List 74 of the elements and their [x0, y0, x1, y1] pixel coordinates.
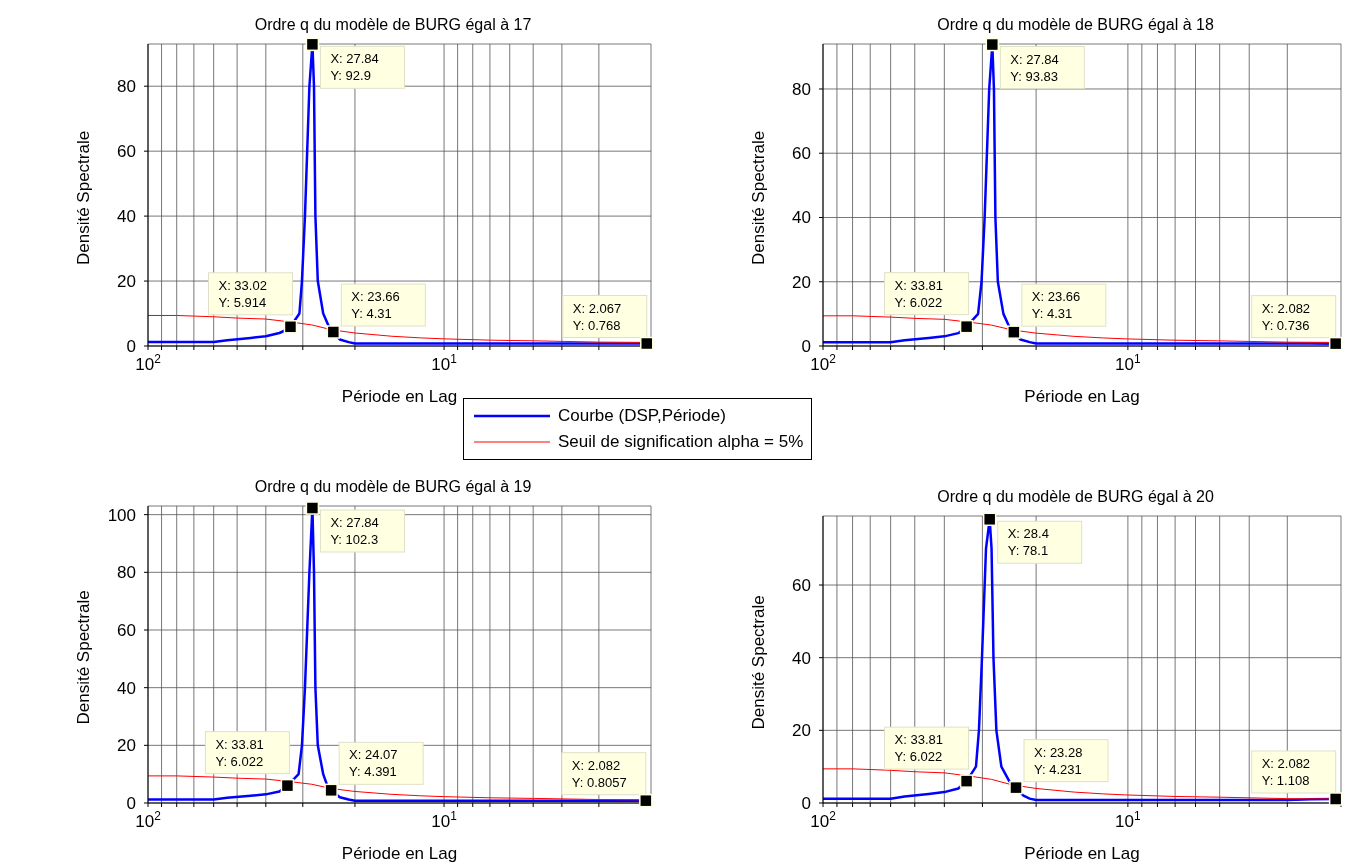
x-tick-label: 10$^{2}$ [135, 352, 162, 374]
y-tick-label: 0 [801, 794, 811, 813]
callout: X: 27.84 Y: 92.9 [305, 38, 405, 89]
annotation: X: 23.66 Y: 4.31 [1031, 289, 1081, 322]
y-tick-label: 80 [117, 563, 136, 583]
annotation: X: 2.082 Y: 0.8057 [571, 757, 627, 790]
annotation: X: 2.082 Y: 0.736 [1261, 300, 1311, 333]
x-tick-label: 10$^{2}$ [135, 809, 162, 831]
y-axis-title: Densité Spectrale [749, 595, 769, 730]
y-tick-label: 40 [117, 207, 136, 227]
annotation: X: 28.4 Y: 78.1 [1007, 526, 1049, 559]
legend-label: Seuil de signification alpha = 5% [558, 432, 804, 452]
x-axis-title: Période en Lag [1024, 387, 1140, 406]
callout: X: 23.66 Y: 4.31 [326, 283, 426, 339]
annotation: X: 27.84 Y: 92.9 [330, 51, 379, 84]
x-axis-title: Période en Lag [1024, 844, 1140, 863]
annotation: X: 2.067 Y: 0.768 [572, 300, 622, 333]
y-tick-label: 60 [117, 142, 136, 162]
chart-title: Ordre q du modèle de BURG égal à 17 [253, 16, 533, 35]
y-tick-label: 20 [117, 272, 136, 292]
annotation: X: 33.81 Y: 6.022 [894, 277, 944, 310]
y-tick-label: 20 [792, 272, 811, 292]
callout: X: 23.28 Y: 4.231 [1009, 739, 1109, 795]
callout: X: 33.81 Y: 6.022 [204, 731, 295, 793]
callout: X: 24.07 Y: 4.391 [324, 741, 424, 798]
annotation: X: 2.082 Y: 1.108 [1261, 755, 1311, 788]
x-tick-label: 10$^{2}$ [810, 352, 837, 374]
callout: X: 2.082 Y: 0.736 [1251, 295, 1343, 351]
x-tick-label: 10$^{1}$ [1115, 352, 1142, 374]
y-tick-label: 80 [117, 77, 136, 97]
chart-title: Ordre q du modèle de BURG égal à 20 [936, 488, 1215, 507]
x-axis-title: Période en Lag [341, 844, 458, 863]
y-tick-label: 40 [117, 678, 136, 698]
y-tick-label: 0 [126, 337, 136, 356]
x-tick-label: 10$^{1}$ [431, 809, 458, 831]
y-tick-label: 100 [107, 505, 136, 525]
annotation: X: 33.02 Y: 5.914 [218, 277, 267, 310]
y-tick-label: 40 [792, 208, 811, 228]
annotation: X: 23.28 Y: 4.231 [1034, 744, 1083, 777]
x-tick-label: 10$^{1}$ [1115, 809, 1142, 831]
annotation: X: 33.81 Y: 6.022 [215, 736, 264, 769]
y-axis-title: Densité Spectrale [74, 590, 94, 725]
callout: X: 33.81 Y: 6.022 [884, 272, 974, 334]
y-tick-label: 0 [126, 794, 136, 813]
y-tick-label: 20 [117, 736, 136, 756]
y-tick-label: 20 [792, 721, 811, 741]
callout: X: 23.66 Y: 4.31 [1007, 283, 1107, 339]
callout: X: 2.082 Y: 0.8057 [561, 752, 653, 808]
y-tick-label: 80 [792, 79, 811, 99]
y-axis-title: Densité Spectrale [749, 130, 769, 265]
x-tick-label: 10$^{1}$ [431, 352, 458, 374]
callout: X: 33.81 Y: 6.022 [884, 726, 974, 788]
callout: X: 28.4 Y: 78.1 [982, 512, 1083, 564]
y-axis-title: Densité Spectrale [74, 130, 94, 265]
x-axis-title: Période en Lag [341, 387, 458, 406]
y-tick-label: 40 [792, 648, 811, 668]
chart-title: Ordre q du modèle de BURG égal à 18 [936, 16, 1215, 35]
annotation: X: 27.84 Y: 93.83 [1010, 51, 1059, 84]
legend-label: Courbe (DSP,Période) [558, 406, 726, 426]
y-tick-label: 60 [792, 576, 811, 596]
annotation: X: 24.07 Y: 4.391 [349, 747, 398, 780]
callout: X: 27.84 Y: 102.3 [305, 501, 405, 553]
y-tick-label: 60 [117, 620, 136, 640]
y-tick-label: 60 [792, 144, 811, 164]
x-tick-label: 10$^{2}$ [810, 809, 837, 831]
callout: X: 33.02 Y: 5.914 [207, 272, 298, 334]
y-tick-label: 0 [801, 337, 811, 356]
callout: X: 27.84 Y: 93.83 [985, 38, 1085, 90]
annotation: X: 23.66 Y: 4.31 [351, 289, 400, 321]
chart-title: Ordre q du modèle de BURG égal à 19 [253, 478, 533, 497]
callout: X: 2.082 Y: 1.108 [1251, 750, 1343, 806]
annotation: X: 27.84 Y: 102.3 [330, 515, 379, 548]
annotation: X: 33.81 Y: 6.022 [894, 732, 944, 765]
callout: X: 2.067 Y: 0.768 [562, 295, 654, 351]
